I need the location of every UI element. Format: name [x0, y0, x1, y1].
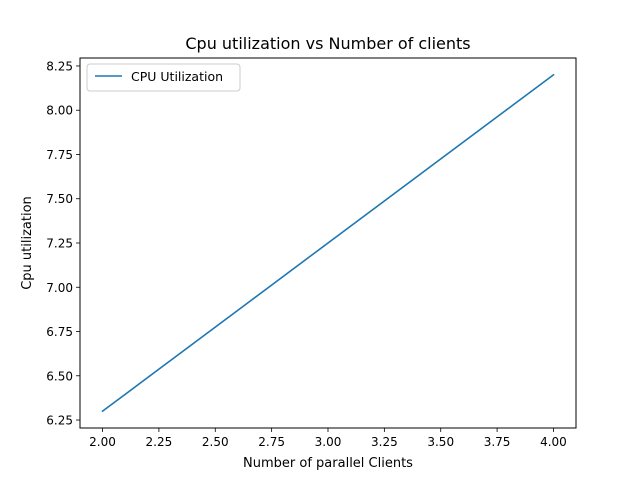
y-axis-label: Cpu utilization: [20, 196, 35, 290]
y-tick-label: 6.50: [46, 369, 73, 383]
series-group: [101, 73, 555, 413]
y-tick-label: 7.25: [46, 237, 73, 251]
series-line-cpu-utilization: [101, 73, 555, 413]
x-tick-label: 2.25: [146, 435, 173, 449]
y-tick-label: 8.00: [46, 104, 73, 118]
y-tick-label: 7.00: [46, 281, 73, 295]
x-axis-ticks: 2.00 2.25 2.50 2.75 3.00 3.25 3.50 3.75 4.00: [89, 428, 567, 449]
x-tick-label: 2.50: [202, 435, 229, 449]
legend-box: [86, 63, 241, 92]
y-tick-label: 6.25: [46, 414, 73, 428]
x-tick-label: 3.75: [484, 435, 511, 449]
x-tick-label: 2.75: [258, 435, 285, 449]
x-axis-label: Number of parallel Clients: [243, 456, 413, 471]
y-tick-label: 7.75: [46, 148, 73, 162]
x-tick-label: 3.50: [427, 435, 454, 449]
y-tick-label: 7.50: [46, 192, 73, 206]
legend-entry-cpu-utilization: CPU Utilization: [131, 69, 223, 84]
chart-title: Cpu utilization vs Number of clients: [185, 34, 470, 53]
y-tick-label: 6.75: [46, 325, 73, 339]
x-tick-label: 3.00: [315, 435, 342, 449]
x-tick-label: 3.25: [371, 435, 398, 449]
x-tick-label: 4.00: [540, 435, 567, 449]
y-tick-label: 8.25: [46, 59, 73, 73]
x-tick-label: 2.00: [89, 435, 116, 449]
y-axis-ticks: 6.25 6.50 6.75 7.00 7.25 7.50 7.75 8.00 8.25: [46, 59, 80, 428]
legend: CPU Utilization: [86, 63, 241, 92]
